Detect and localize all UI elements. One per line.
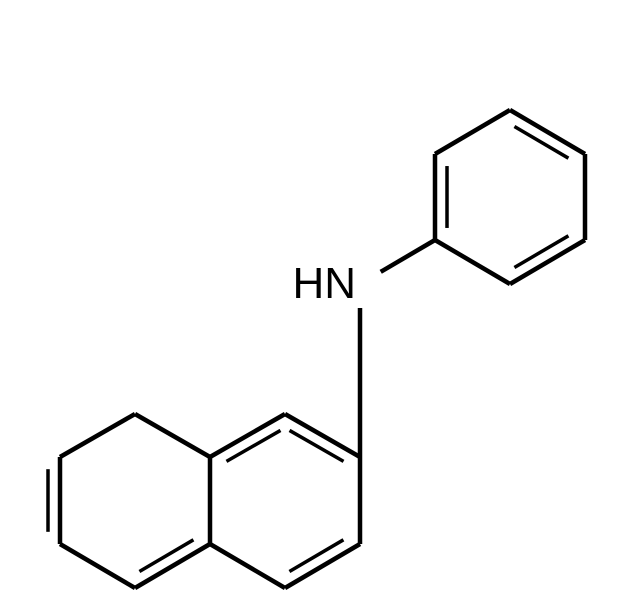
chemical-structure: HN [0, 0, 640, 615]
atom-label: HN [292, 259, 356, 308]
